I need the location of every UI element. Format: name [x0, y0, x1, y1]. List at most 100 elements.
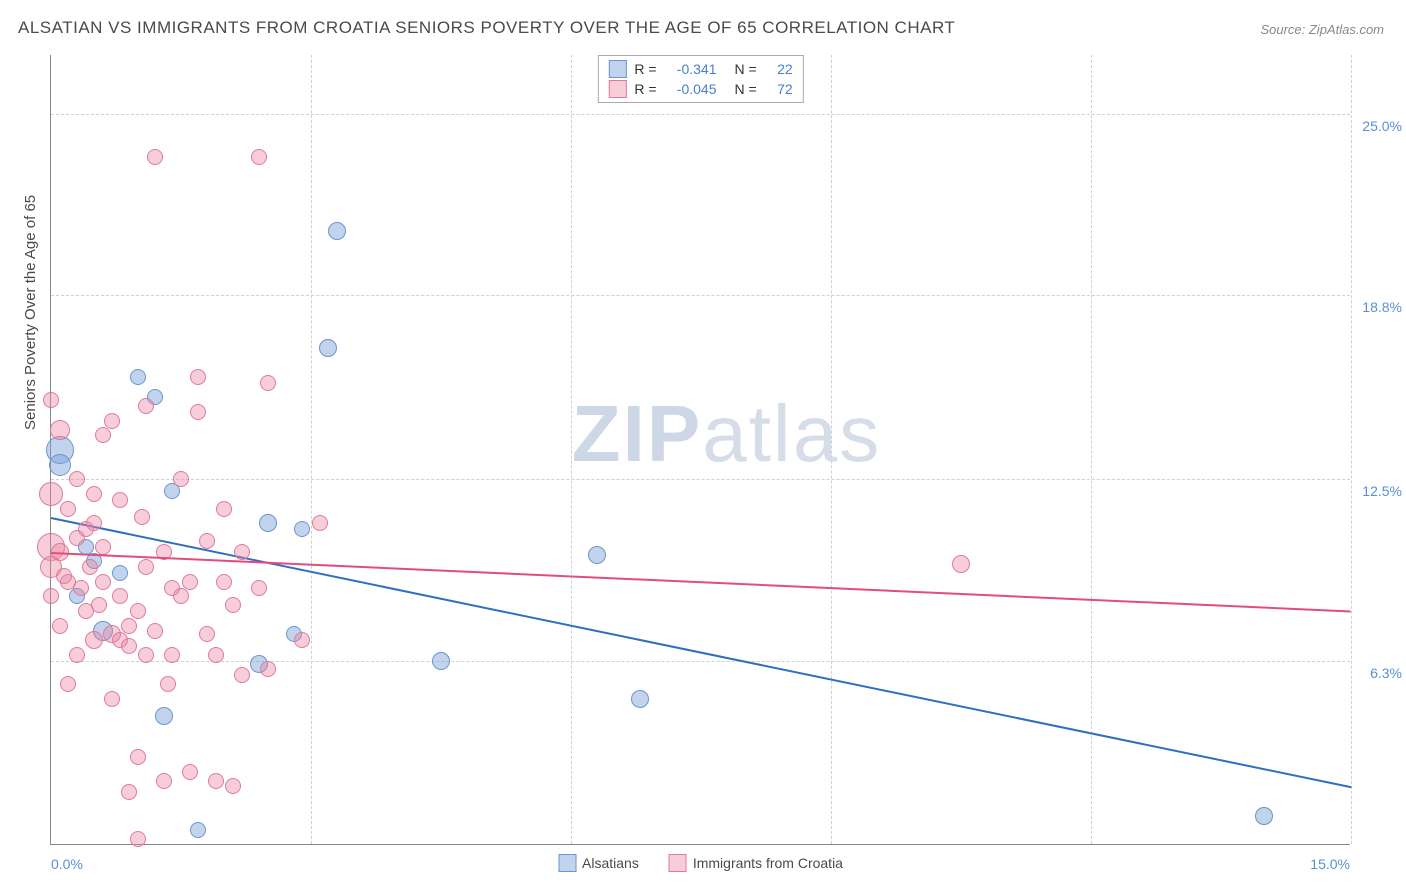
data-point	[60, 501, 76, 517]
data-point	[251, 149, 267, 165]
data-point	[216, 574, 232, 590]
v-gridline	[831, 55, 832, 844]
data-point	[138, 559, 154, 575]
data-point	[225, 597, 241, 613]
data-point	[173, 471, 189, 487]
data-point	[52, 618, 68, 634]
data-point	[69, 471, 85, 487]
r-label: R =	[634, 81, 656, 97]
data-point	[1255, 807, 1273, 825]
data-point	[56, 568, 72, 584]
data-point	[952, 555, 970, 573]
legend-label: Alsatians	[582, 855, 639, 871]
data-point	[49, 454, 71, 476]
data-point	[182, 764, 198, 780]
data-point	[164, 580, 180, 596]
data-point	[112, 565, 128, 581]
data-point	[130, 749, 146, 765]
y-tick-label: 12.5%	[1362, 483, 1402, 499]
data-point	[121, 784, 137, 800]
data-point	[160, 676, 176, 692]
chart-plot-area: ZIPatlas R =-0.341N =22R =-0.045N =72 0.…	[50, 55, 1350, 845]
data-point	[95, 427, 111, 443]
trend-line	[51, 552, 1351, 613]
data-point	[312, 515, 328, 531]
data-point	[112, 492, 128, 508]
y-axis-title: Seniors Poverty Over the Age of 65	[22, 195, 39, 430]
data-point	[43, 392, 59, 408]
n-label: N =	[735, 81, 757, 97]
v-gridline	[311, 55, 312, 844]
watermark-text: ZIPatlas	[572, 388, 881, 480]
data-point	[147, 149, 163, 165]
data-point	[73, 580, 89, 596]
data-point	[294, 632, 310, 648]
chart-title: ALSATIAN VS IMMIGRANTS FROM CROATIA SENI…	[18, 18, 955, 38]
v-gridline	[1351, 55, 1352, 844]
data-point	[199, 533, 215, 549]
legend-item: Alsatians	[558, 854, 639, 872]
legend-swatch	[669, 854, 687, 872]
source-attribution: Source: ZipAtlas.com	[1260, 22, 1384, 37]
data-point	[208, 647, 224, 663]
data-point	[82, 559, 98, 575]
v-gridline	[1091, 55, 1092, 844]
data-point	[155, 707, 173, 725]
data-point	[50, 420, 70, 440]
data-point	[86, 515, 102, 531]
data-point	[86, 486, 102, 502]
y-tick-label: 6.3%	[1370, 665, 1402, 681]
stats-legend-box: R =-0.341N =22R =-0.045N =72	[597, 55, 803, 103]
data-point	[234, 544, 250, 560]
data-point	[319, 339, 337, 357]
data-point	[260, 375, 276, 391]
data-point	[104, 691, 120, 707]
data-point	[164, 647, 180, 663]
data-point	[259, 514, 277, 532]
series-legend: Alsatians Immigrants from Croatia	[558, 854, 843, 872]
legend-swatch	[558, 854, 576, 872]
data-point	[130, 603, 146, 619]
data-point	[134, 509, 150, 525]
data-point	[190, 369, 206, 385]
data-point	[328, 222, 346, 240]
data-point	[156, 773, 172, 789]
h-gridline	[51, 661, 1350, 662]
data-point	[631, 690, 649, 708]
legend-label: Immigrants from Croatia	[693, 855, 843, 871]
y-tick-label: 18.8%	[1362, 299, 1402, 315]
data-point	[138, 647, 154, 663]
data-point	[121, 638, 137, 654]
data-point	[190, 822, 206, 838]
data-point	[182, 574, 198, 590]
data-point	[104, 413, 120, 429]
data-point	[130, 369, 146, 385]
data-point	[60, 676, 76, 692]
data-point	[190, 404, 206, 420]
data-point	[85, 631, 103, 649]
stats-legend-row: R =-0.341N =22	[608, 59, 792, 79]
r-value: -0.341	[665, 61, 717, 77]
n-label: N =	[735, 61, 757, 77]
data-point	[91, 597, 107, 613]
data-point	[130, 831, 146, 847]
data-point	[39, 482, 63, 506]
data-point	[69, 647, 85, 663]
legend-swatch	[608, 60, 626, 78]
h-gridline	[51, 114, 1350, 115]
legend-swatch	[608, 80, 626, 98]
h-gridline	[51, 479, 1350, 480]
legend-item: Immigrants from Croatia	[669, 854, 843, 872]
data-point	[138, 398, 154, 414]
r-value: -0.045	[665, 81, 717, 97]
data-point	[147, 623, 163, 639]
data-point	[234, 667, 250, 683]
x-axis-min-label: 0.0%	[51, 856, 83, 872]
data-point	[225, 778, 241, 794]
x-axis-max-label: 15.0%	[1310, 856, 1350, 872]
n-value: 72	[765, 81, 793, 97]
data-point	[95, 574, 111, 590]
v-gridline	[571, 55, 572, 844]
data-point	[121, 618, 137, 634]
data-point	[216, 501, 232, 517]
